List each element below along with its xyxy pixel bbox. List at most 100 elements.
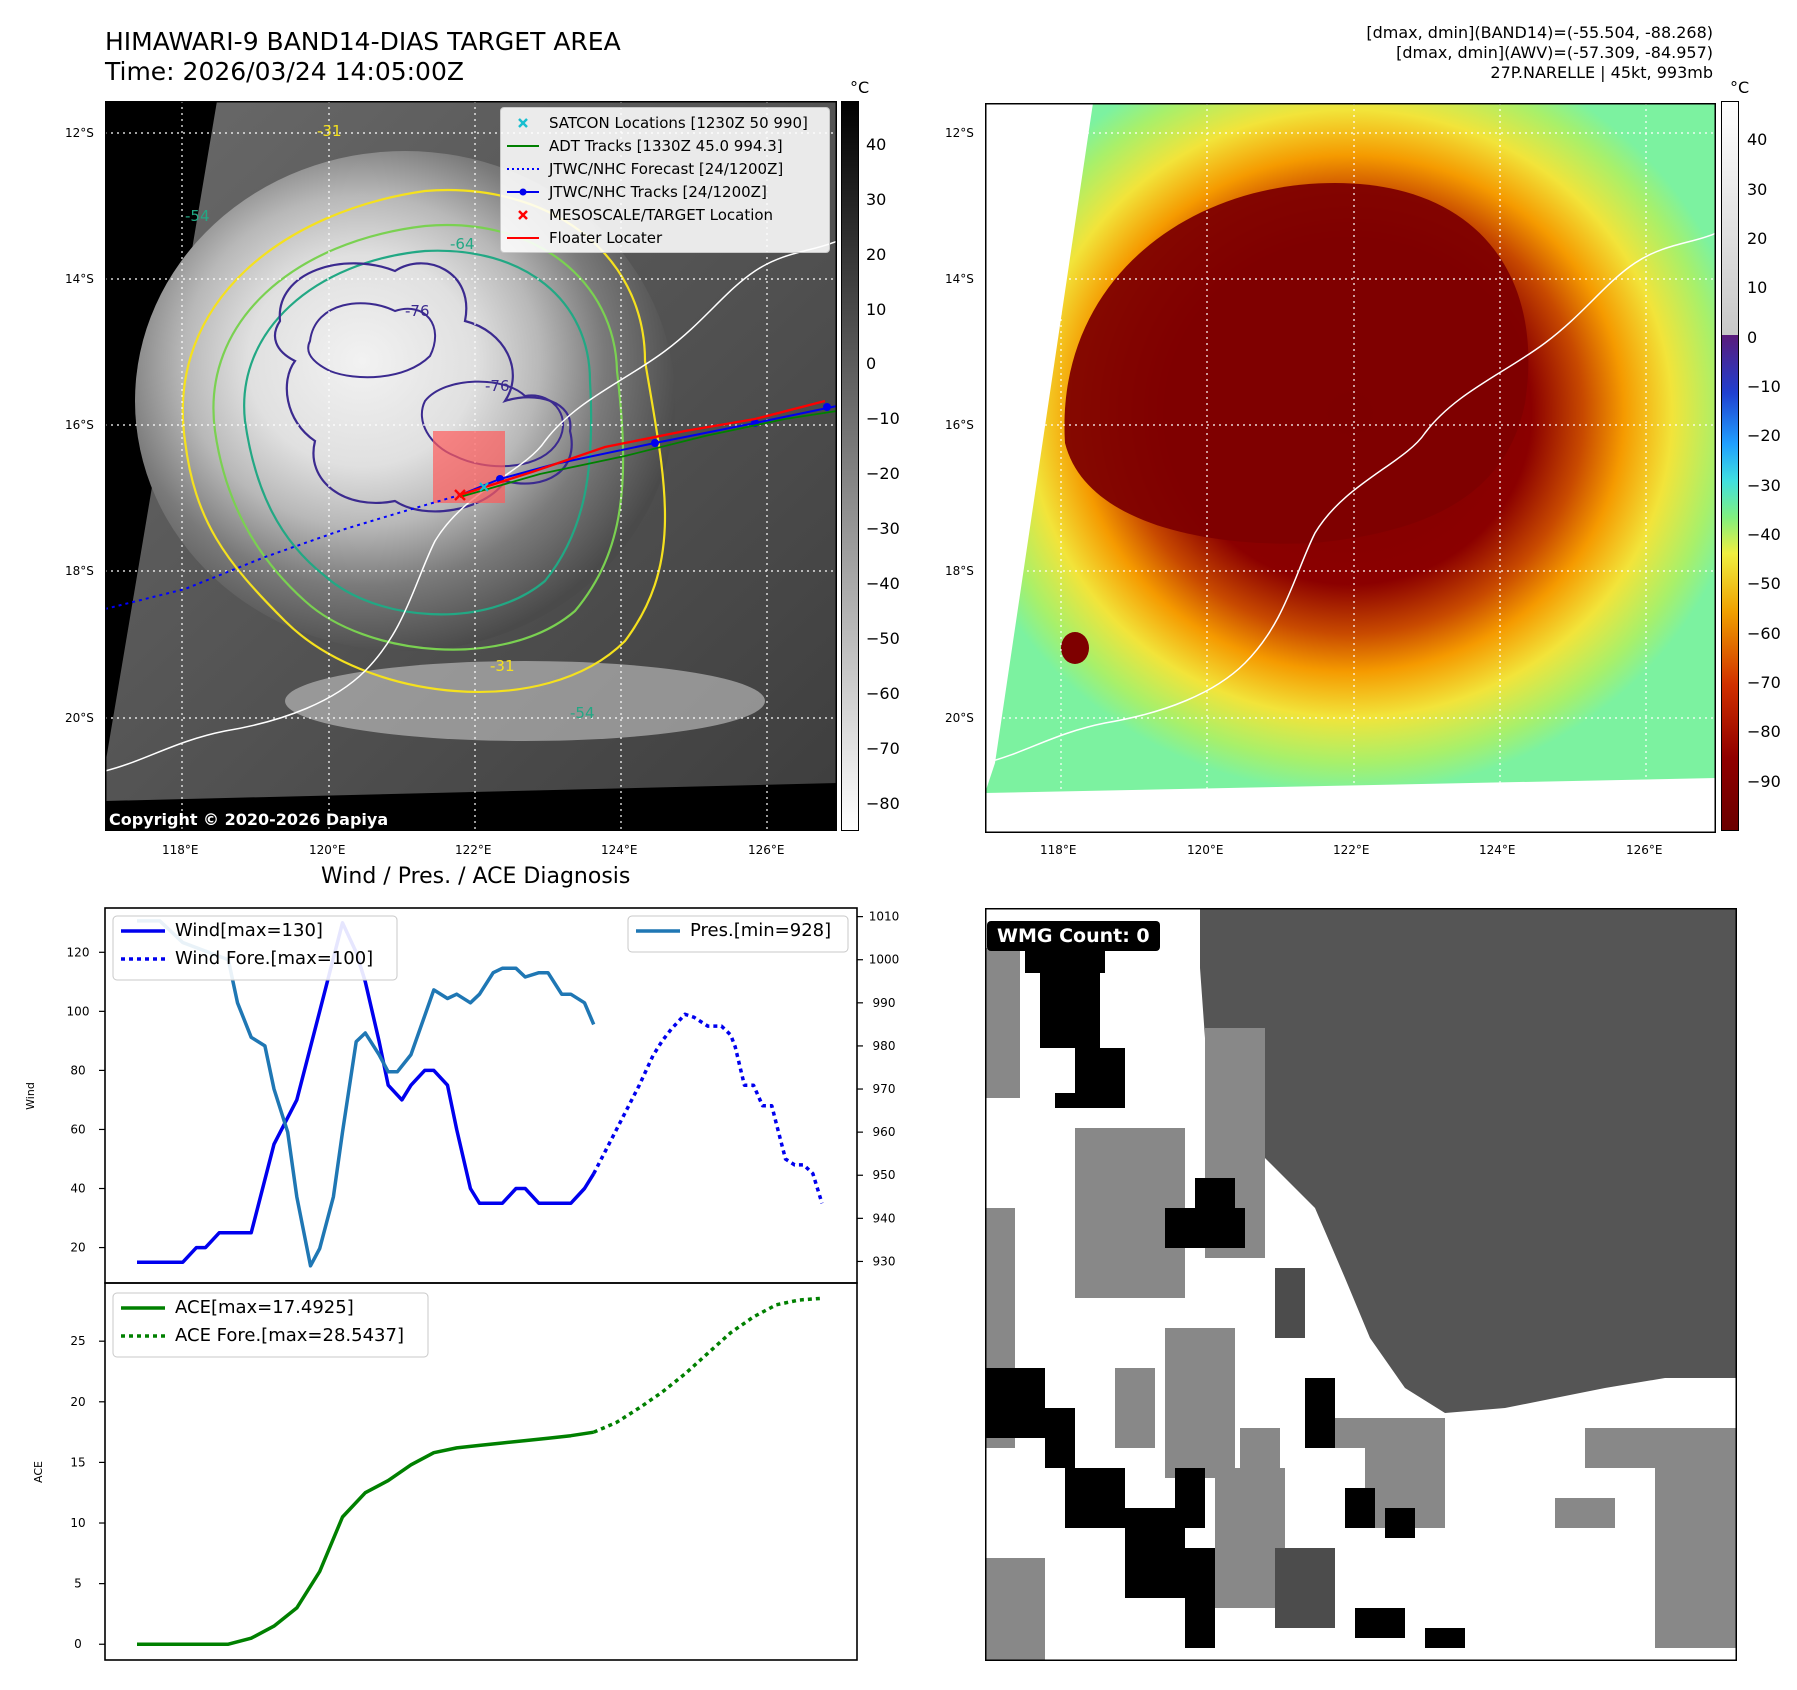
- colorbar-tick-label: −50: [1747, 574, 1781, 594]
- wind-tick-label: 80: [70, 1063, 85, 1077]
- diagnosis-title: Wind / Pres. / ACE Diagnosis: [321, 864, 631, 889]
- lat-label: 18°S: [65, 564, 94, 578]
- wmg-count-badge: WMG Count: 0: [987, 921, 1160, 951]
- lat-label: 16°S: [945, 418, 974, 432]
- pressure-tick-label: 940: [873, 1211, 896, 1225]
- wind-tick-label: 60: [70, 1122, 85, 1136]
- stat-line-awv: [dmax, dmin](AWV)=(-57.309, -84.957): [1396, 43, 1713, 62]
- chart-legend-label: Wind Fore.[max=100]: [175, 948, 373, 969]
- colorbar-tick-label: −10: [1747, 377, 1781, 397]
- lon-label: 126°E: [748, 843, 785, 857]
- lon-label: 118°E: [1040, 843, 1077, 857]
- coastline: [985, 232, 1716, 764]
- figure-title-line1: HIMAWARI-9 BAND14-DIAS TARGET AREA: [105, 27, 621, 56]
- satcon-marker: [479, 482, 489, 492]
- contour-minus54: [212, 223, 625, 651]
- wind-axis-label: Wind: [24, 1082, 37, 1110]
- lat-label: 16°S: [65, 418, 94, 432]
- colorbar-tick-label: −90: [1747, 771, 1781, 791]
- chart-legend-label: Pres.[min=928]: [690, 920, 831, 941]
- legend-label: ADT Tracks [1330Z 45.0 994.3]: [549, 136, 783, 155]
- pressure-tick-label: 960: [873, 1125, 896, 1139]
- lat-label: 20°S: [945, 711, 974, 725]
- pressure-tick-label: 950: [873, 1168, 896, 1182]
- chart-legend-box: [112, 915, 398, 981]
- contour-label: -64: [450, 235, 475, 253]
- colorbar-tick-label: −40: [866, 574, 900, 593]
- colorbar-tick-label: −10: [866, 409, 900, 429]
- contour-label: -31: [317, 122, 342, 140]
- best-track: [459, 405, 837, 496]
- colorbar-tick-label: −50: [866, 628, 900, 648]
- colorbar-tick-label: 40: [866, 134, 887, 154]
- wind-tick-label: 40: [70, 1182, 85, 1196]
- colorbar-unit: °C: [850, 78, 870, 97]
- lat-label: 12°S: [65, 126, 94, 140]
- lon-label: 120°E: [1187, 843, 1224, 857]
- legend-item-forecast: JTWC/NHC Forecast [24/1200Z]: [501, 157, 829, 180]
- colorbar-tick-label: −80: [866, 793, 900, 813]
- legend-label: JTWC/NHC Tracks [24/1200Z]: [549, 182, 767, 201]
- wind-tick-label: 120: [67, 945, 90, 959]
- contour-label-group: -54 -76 -31 -64 -76 -54 -31: [185, 122, 595, 722]
- legend-item-best-track: JTWC/NHC Tracks [24/1200Z]: [501, 180, 829, 203]
- lat-label: 14°S: [65, 272, 94, 286]
- ace-tick-label: 15: [70, 1455, 85, 1469]
- chart-legend-label: ACE Fore.[max=28.5437]: [175, 1325, 404, 1346]
- lon-label: 122°E: [455, 843, 492, 857]
- lon-label: 118°E: [162, 843, 199, 857]
- wind-tick-label: 20: [70, 1241, 85, 1255]
- pressure-tick-label: 990: [873, 996, 896, 1010]
- enhanced-ir-image: [985, 103, 1716, 833]
- isolated-convection: [1061, 632, 1089, 664]
- colorbar-tick-label: 10: [1747, 278, 1768, 298]
- chart-legend-box: [112, 1292, 429, 1358]
- colorbar-tick-label: −30: [1747, 475, 1781, 495]
- grayscale-colorbar: [841, 101, 859, 831]
- chart-frame-group: [104, 907, 858, 1661]
- colorbar-unit: °C: [1730, 78, 1750, 97]
- wind-tick-label: 100: [67, 1004, 90, 1018]
- copyright-text: Copyright © 2020-2026 Dapiya: [109, 810, 389, 829]
- colorbar-tick-label: 10: [866, 299, 887, 319]
- colorbar-tick-label: 30: [1747, 179, 1768, 199]
- map-gridlines: [985, 103, 1716, 833]
- stat-line-band14: [dmax, dmin](BAND14)=(-55.504, -88.268): [1366, 23, 1713, 42]
- diagnosis-chart: 2040608010012093094095096097098099010001…: [24, 907, 899, 1661]
- legend-item-floater: Floater Locater: [501, 226, 829, 249]
- series-line-wind: [137, 921, 596, 1265]
- series-line-wind-fore: [592, 1012, 824, 1204]
- legend-label: MESOSCALE/TARGET Location: [549, 205, 774, 224]
- ace-axis-label: ACE: [32, 1461, 45, 1483]
- lon-label: 124°E: [601, 843, 638, 857]
- chart-legend-label: Wind[max=130]: [175, 920, 323, 941]
- contour-label: -54: [185, 207, 210, 225]
- enhanced-colorbar: [1721, 101, 1739, 831]
- contour-label: -76: [485, 377, 510, 395]
- lon-label: 120°E: [309, 843, 346, 857]
- legend-item-adt: ADT Tracks [1330Z 45.0 994.3]: [501, 134, 829, 157]
- outer-rainband: [285, 661, 765, 741]
- legend-label: JTWC/NHC Forecast [24/1200Z]: [549, 159, 784, 178]
- legend-item-satcon: SATCON Locations [1230Z 50 990]: [501, 111, 829, 134]
- track-legend: SATCON Locations [1230Z 50 990] ADT Trac…: [500, 107, 830, 253]
- ace-tick-label: 20: [70, 1395, 85, 1409]
- forecast-track: [105, 494, 461, 610]
- target-marker: [454, 489, 466, 501]
- figure-title-line2: Time: 2026/03/24 14:05:00Z: [105, 57, 464, 86]
- colorbar-tick-label: −80: [1747, 722, 1781, 742]
- contour-label: -76: [405, 302, 430, 320]
- ace-tick-label: 0: [74, 1637, 82, 1651]
- colorbar-tick-label: 20: [1747, 229, 1768, 249]
- wmg-classification-grid: [985, 908, 1737, 1661]
- contour-minus31: [181, 188, 667, 694]
- pressure-tick-label: 980: [873, 1039, 896, 1053]
- colorbar-tick-label: 30: [866, 189, 887, 209]
- floater-track: [459, 399, 826, 497]
- colorbar-tick-label: −40: [1747, 525, 1781, 545]
- lat-label: 18°S: [945, 564, 974, 578]
- lat-label: 14°S: [945, 272, 974, 286]
- ace-axes-frame: [104, 1282, 858, 1661]
- legend-label: SATCON Locations [1230Z 50 990]: [549, 113, 808, 132]
- series-line-ace-fore: [593, 1296, 823, 1434]
